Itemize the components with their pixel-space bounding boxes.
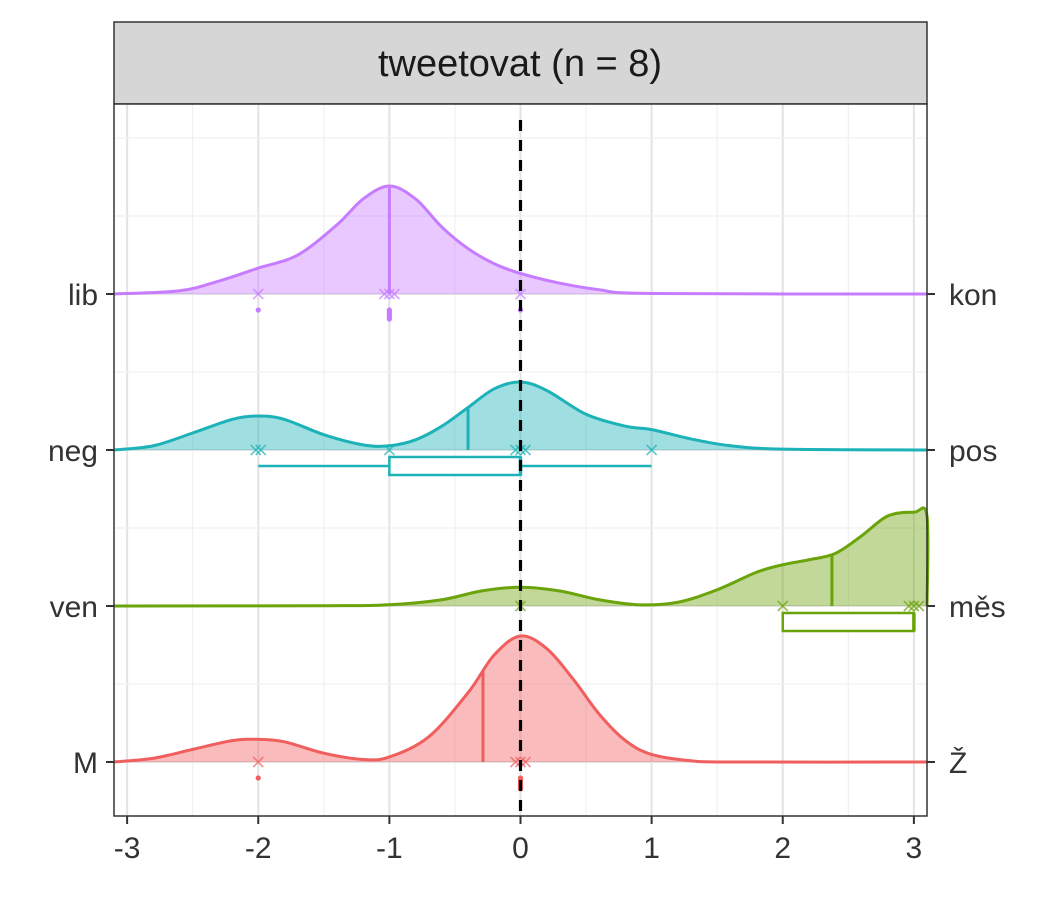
data-point-marker	[383, 288, 395, 300]
data-point-marker	[509, 756, 522, 768]
ridges	[113, 184, 930, 792]
data-point-marker	[913, 600, 925, 612]
axes: -3 -2 -1 0 1 2 3 lib kon neg pos ven měs M Ž	[48, 279, 1006, 865]
data-point-marker	[509, 444, 522, 456]
row-label-left: neg	[48, 435, 98, 468]
data-point-marker	[383, 444, 395, 456]
strip-background	[113, 21, 928, 105]
dot-stack-point	[255, 775, 261, 781]
dot-stack-point	[386, 316, 392, 322]
data-point-marker	[388, 288, 400, 300]
density-area	[114, 507, 928, 606]
x-tick-label: -1	[376, 832, 403, 865]
dot-stack-point	[255, 307, 261, 313]
density-line	[113, 506, 930, 608]
row-label-right: měs	[949, 591, 1006, 624]
row-label-right: pos	[949, 435, 997, 468]
data-point-marker	[514, 288, 527, 300]
density-area	[114, 186, 927, 294]
data-point-marker	[378, 288, 390, 300]
data-point-marker	[646, 444, 658, 456]
x-tick-label: -3	[114, 832, 141, 865]
density-line	[113, 184, 928, 296]
ridge-lib	[113, 184, 928, 322]
x-tick-label: 2	[774, 832, 791, 865]
data-point-marker	[519, 444, 532, 456]
data-point-marker	[777, 600, 789, 612]
data-point-marker	[255, 444, 267, 456]
ridge-ven	[113, 506, 930, 633]
x-tick-label: 1	[643, 832, 660, 865]
density-line	[113, 380, 928, 452]
ridge-M	[113, 634, 928, 792]
data-point-marker	[252, 756, 264, 768]
data-point-marker	[908, 600, 920, 612]
data-point-marker	[252, 288, 264, 300]
data-point-marker	[903, 600, 915, 612]
box-iqr	[781, 611, 916, 633]
data-point-marker	[519, 756, 532, 768]
x-tick-label: -2	[245, 832, 272, 865]
data-point-marker	[250, 444, 262, 456]
x-tick-label: 3	[906, 832, 923, 865]
row-label-right: kon	[949, 279, 997, 312]
density-area	[114, 635, 927, 763]
row-label-left: M	[73, 747, 98, 780]
row-label-left: ven	[50, 591, 98, 624]
row-label-right: Ž	[949, 747, 967, 780]
chart-title: tweetovat (n = 8)	[378, 43, 662, 85]
x-tick-label: 0	[512, 832, 529, 865]
density-line	[113, 634, 928, 764]
box-iqr	[388, 455, 522, 477]
row-label-left: lib	[68, 279, 98, 312]
